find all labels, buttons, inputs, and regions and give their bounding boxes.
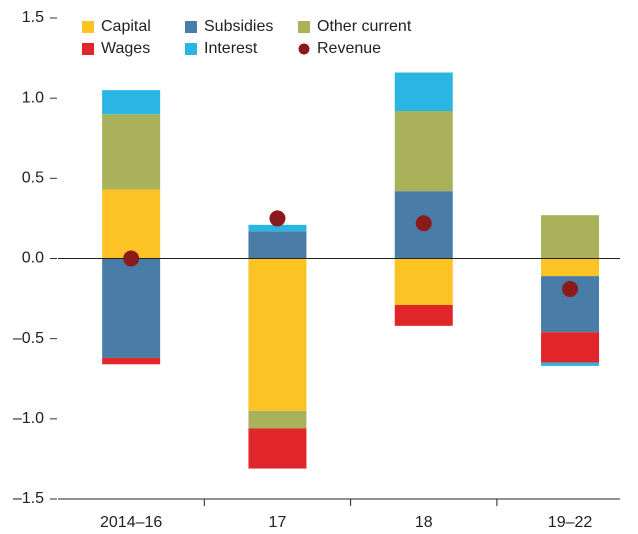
bar-segment: [248, 410, 307, 429]
bar-segment: [541, 258, 600, 277]
y-tick-label: –1.0: [13, 410, 44, 427]
revenue-dot: [415, 215, 432, 232]
bar-segment: [102, 258, 161, 358]
legend-label: Subsidies: [204, 18, 273, 35]
y-tick-label: 1.0: [22, 89, 44, 106]
x-tick-label: 2014–16: [100, 514, 162, 531]
legend-marker: [298, 21, 310, 33]
legend-label: Wages: [101, 40, 150, 57]
bar-segment: [248, 428, 307, 469]
y-tick-label: 0.0: [22, 250, 44, 267]
x-tick-label: 18: [415, 514, 433, 531]
x-tick-label: 19–22: [548, 514, 593, 531]
bar-segment: [394, 304, 453, 326]
legend-label: Capital: [101, 18, 151, 35]
bar-segment: [102, 90, 161, 115]
bar-segment: [541, 332, 600, 363]
legend-label: Interest: [204, 40, 258, 57]
bar-segment: [102, 114, 161, 190]
legend-label: Revenue: [317, 40, 381, 57]
bar-segment: [102, 189, 161, 259]
bar-segment: [394, 258, 453, 305]
bar-segment: [394, 72, 453, 111]
y-tick-label: –1.5: [13, 490, 44, 507]
y-tick-label: 0.5: [22, 170, 44, 187]
y-tick-label: –0.5: [13, 330, 44, 347]
bar-segment: [248, 258, 307, 411]
bar-segment: [394, 110, 453, 192]
legend-marker: [185, 21, 197, 33]
bar-segment: [541, 215, 600, 259]
legend-marker: [82, 21, 94, 33]
legend-marker: [82, 43, 94, 55]
bar-segment: [102, 357, 161, 365]
revenue-dot: [269, 210, 286, 227]
y-tick-label: 1.5: [22, 9, 44, 26]
x-tick-label: 17: [269, 514, 287, 531]
bar-segment: [248, 224, 307, 232]
revenue-dot: [562, 280, 579, 297]
bar-segment: [248, 231, 307, 259]
revenue-dot: [123, 250, 140, 267]
bar-segment: [541, 362, 600, 366]
legend-marker: [185, 43, 197, 55]
legend-marker: [298, 43, 310, 55]
legend-label: Other current: [317, 18, 412, 35]
